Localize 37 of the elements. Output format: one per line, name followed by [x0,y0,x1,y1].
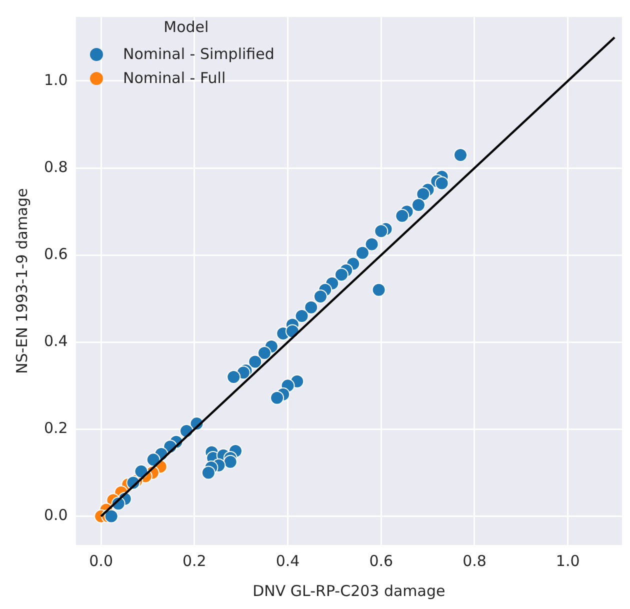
point [364,237,379,252]
y-tick-label: 0.8 [44,158,68,176]
point [411,198,426,212]
y-tick-label: 1.0 [44,70,68,89]
point [248,354,262,369]
point [201,466,216,480]
y-axis-title: NS-EN 1993-1-9 damage [12,188,31,374]
x-tick-label: 0.8 [462,552,486,570]
point [226,370,241,384]
legend-title: Model [162,18,210,36]
point [334,268,348,282]
point [355,246,370,260]
x-tick-label: 1.0 [556,552,580,570]
x-tick-label: 0.4 [276,552,300,570]
x-axis-title: DNV GL-RP-C203 damage [252,582,446,600]
point [304,300,318,314]
y-tick-label: 0.4 [44,332,68,350]
point [223,454,238,469]
y-tick-label: 0.0 [44,506,68,524]
y-tick-label: 0.6 [44,244,68,263]
y-tick-label: 0.2 [44,419,68,438]
point [313,289,328,304]
x-tick-label: 0.6 [369,552,394,570]
point [374,224,388,238]
legend-label: Nominal - Full [123,69,226,87]
point [395,208,410,223]
point [104,509,118,524]
point [372,282,386,297]
point [270,390,284,405]
point [294,309,309,324]
point [453,148,468,162]
point [257,346,272,360]
point [416,187,430,202]
legend-label: Nominal - Simplified [123,45,274,63]
x-tick-label: 0.0 [89,552,113,570]
point [434,176,449,190]
x-tick-label: 0.2 [182,552,206,570]
